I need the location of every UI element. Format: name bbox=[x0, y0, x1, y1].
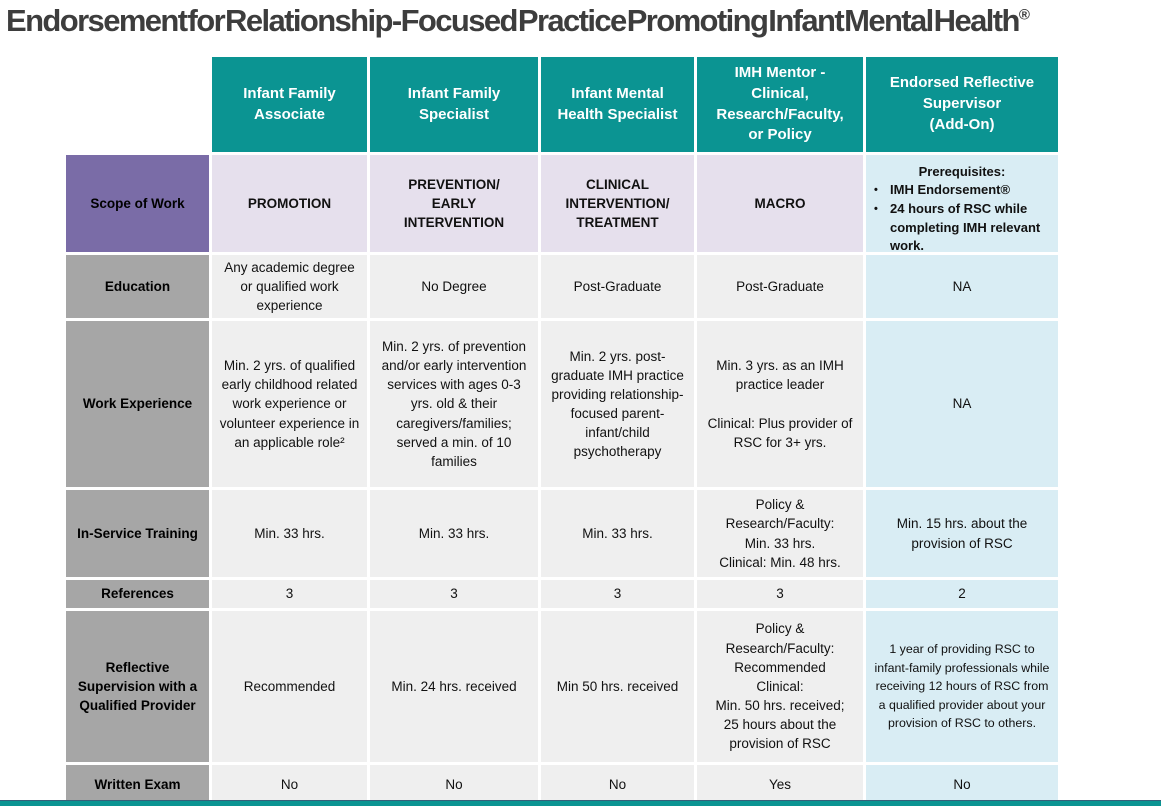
table-cell: 3 bbox=[541, 580, 694, 608]
table-cell: Post-Graduate bbox=[697, 255, 863, 318]
table-cell: 2 bbox=[866, 580, 1058, 608]
page-title: Endorsement for Relationship-Focused Pra… bbox=[6, 3, 1030, 39]
table-cell: PROMOTION bbox=[212, 155, 367, 252]
table-cell: Min. 33 hrs. bbox=[370, 490, 538, 577]
table-cell: NA bbox=[866, 255, 1058, 318]
prerequisites-bullet-text: 24 hours of RSC while completing IMH rel… bbox=[890, 201, 1041, 254]
table-cell: No Degree bbox=[370, 255, 538, 318]
endorsement-requirements-table: Infant Family Associate Infant Family Sp… bbox=[66, 57, 1058, 805]
table-cell: CLINICAL INTERVENTION/ TREATMENT bbox=[541, 155, 694, 252]
table-cell: MACRO bbox=[697, 155, 863, 252]
table-cell: No bbox=[866, 765, 1058, 805]
table-cell: PREVENTION/ EARLY INTERVENTION bbox=[370, 155, 538, 252]
prerequisites-cell: Prerequisites: • IMH Endorsement® • 24 h… bbox=[866, 155, 1058, 255]
row-label-references: References bbox=[66, 580, 209, 608]
prerequisites-bullet: • 24 hours of RSC while completing IMH r… bbox=[872, 200, 1052, 255]
table-cell: 3 bbox=[212, 580, 367, 608]
table-cell: Min. 33 hrs. bbox=[541, 490, 694, 577]
table-cell: Min. 15 hrs. about the provision of RSC bbox=[866, 490, 1058, 577]
page-title-text: Endorsement for Relationship-Focused Pra… bbox=[6, 3, 1020, 38]
bullet-icon: • bbox=[874, 203, 878, 216]
table-cell: Post-Graduate bbox=[541, 255, 694, 318]
table-cell: 1 year of providing RSC to infant-family… bbox=[866, 611, 1058, 762]
table-cell: 3 bbox=[697, 580, 863, 608]
row-label-work-experience: Work Experience bbox=[66, 321, 209, 487]
row-label-in-service-training: In-Service Training bbox=[66, 490, 209, 577]
table-cell: Min 50 hrs. received bbox=[541, 611, 694, 762]
column-header-imh-mentor: IMH Mentor - Clinical, Research/Faculty,… bbox=[697, 57, 863, 152]
column-header-infant-family-specialist: Infant Family Specialist bbox=[370, 57, 538, 152]
table-cell: Policy & Research/Faculty: Min. 33 hrs. … bbox=[697, 490, 863, 577]
table-cell: Recommended bbox=[212, 611, 367, 762]
column-header-endorsed-reflective-supervisor: Endorsed Reflective Supervisor (Add-On) bbox=[866, 57, 1058, 152]
table-cell: Min. 2 yrs. of qualified early childhood… bbox=[212, 321, 367, 487]
row-label-scope-of-work: Scope of Work bbox=[66, 155, 209, 252]
bottom-accent-bar bbox=[0, 800, 1161, 806]
table-cell: No bbox=[370, 765, 538, 805]
table-cell: Min. 33 hrs. bbox=[212, 490, 367, 577]
table-cell: Min. 2 yrs. post-graduate IMH practice p… bbox=[541, 321, 694, 487]
row-label-written-exam: Written Exam bbox=[66, 765, 209, 805]
table-cell: Min. 24 hrs. received bbox=[370, 611, 538, 762]
prerequisites-bullet-text: IMH Endorsement® bbox=[890, 182, 1011, 198]
table-cell: No bbox=[541, 765, 694, 805]
prerequisites-bullet: • IMH Endorsement® bbox=[872, 181, 1052, 200]
table-cell: Min. 2 yrs. of prevention and/or early i… bbox=[370, 321, 538, 487]
registered-trademark-symbol: ® bbox=[1018, 6, 1030, 24]
column-header-infant-mental-health-specialist: Infant Mental Health Specialist bbox=[541, 57, 694, 152]
prerequisites-heading: Prerequisites: bbox=[918, 164, 1006, 179]
row-label-reflective-supervision: Reflective Supervision with a Qualified … bbox=[66, 611, 209, 762]
table-cell: Policy & Research/Faculty: Recommended C… bbox=[697, 611, 863, 762]
table-cell: Any academic degree or qualified work ex… bbox=[212, 255, 367, 318]
empty-corner-cell bbox=[66, 57, 209, 152]
table-cell: No bbox=[212, 765, 367, 805]
table-cell: Min. 3 yrs. as an IMH practice leader Cl… bbox=[697, 321, 863, 487]
table-cell: NA bbox=[866, 321, 1058, 487]
column-header-infant-family-associate: Infant Family Associate bbox=[212, 57, 367, 152]
table-cell: Yes bbox=[697, 765, 863, 805]
table-cell: 3 bbox=[370, 580, 538, 608]
row-label-education: Education bbox=[66, 255, 209, 318]
bullet-icon: • bbox=[874, 184, 878, 197]
